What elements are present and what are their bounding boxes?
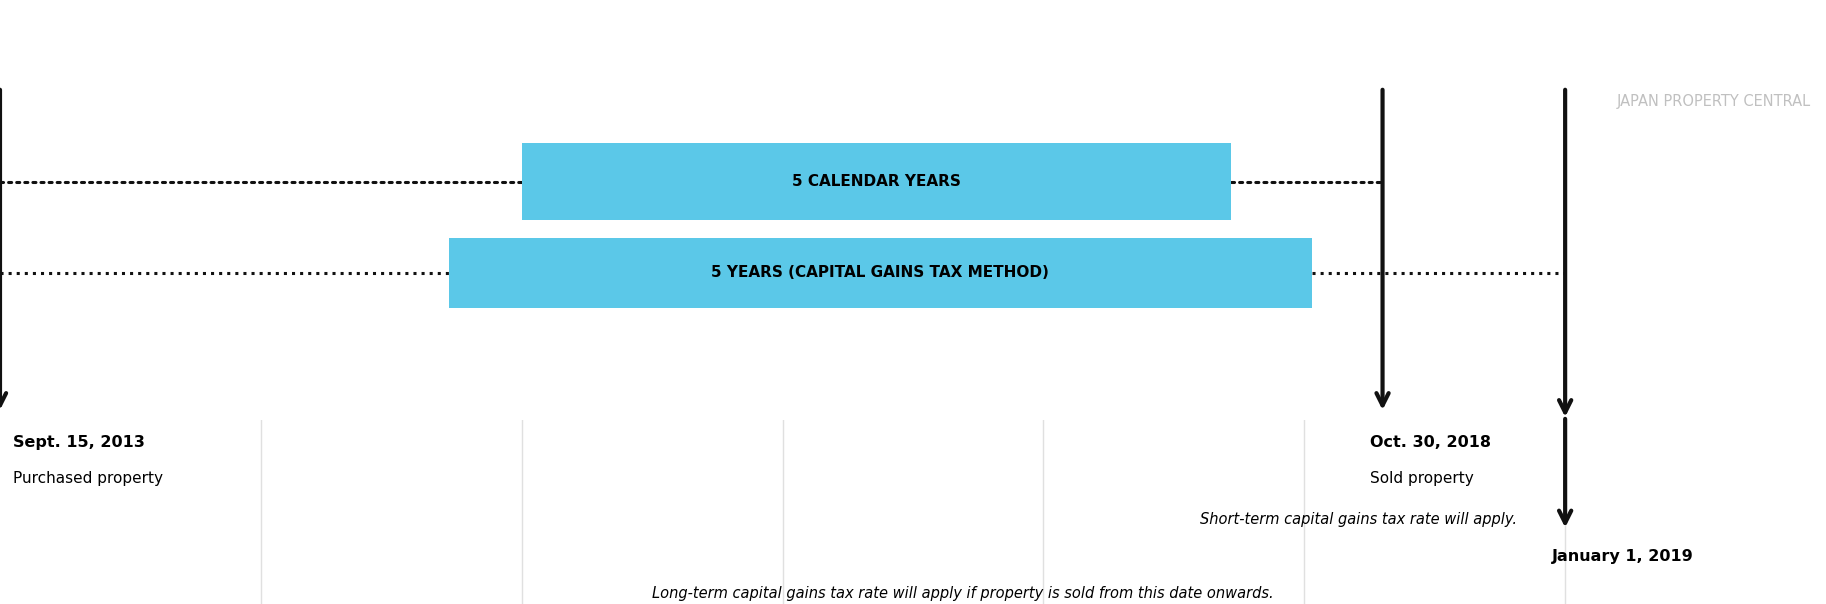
Bar	[449, 237, 1313, 307]
Text: Short-term capital gains tax rate will apply.: Short-term capital gains tax rate will a…	[1200, 512, 1517, 527]
Text: Long-term capital gains tax rate will apply if property is sold from this date o: Long-term capital gains tax rate will ap…	[652, 586, 1275, 600]
Text: 2017: 2017	[1134, 21, 1214, 49]
Text: 2013: 2013	[89, 21, 172, 49]
Text: Sold property: Sold property	[1370, 471, 1474, 486]
Text: 2016: 2016	[873, 21, 953, 49]
Text: JAPAN PROPERTY CENTRAL: JAPAN PROPERTY CENTRAL	[1616, 94, 1810, 109]
Text: 5 YEARS (CAPITAL GAINS TAX METHOD): 5 YEARS (CAPITAL GAINS TAX METHOD)	[712, 265, 1050, 280]
Bar	[522, 143, 1231, 220]
Text: Purchased property: Purchased property	[13, 471, 163, 486]
Text: 5 CALENDAR YEARS: 5 CALENDAR YEARS	[792, 174, 960, 189]
Text: Sept. 15, 2013: Sept. 15, 2013	[13, 434, 144, 449]
Text: 2019: 2019	[1654, 21, 1737, 49]
Text: 2015: 2015	[612, 21, 692, 49]
Text: Oct. 30, 2018: Oct. 30, 2018	[1370, 434, 1490, 449]
Text: January 1, 2019: January 1, 2019	[1552, 548, 1695, 564]
Text: 2014: 2014	[351, 21, 431, 49]
Text: 2018: 2018	[1395, 21, 1475, 49]
